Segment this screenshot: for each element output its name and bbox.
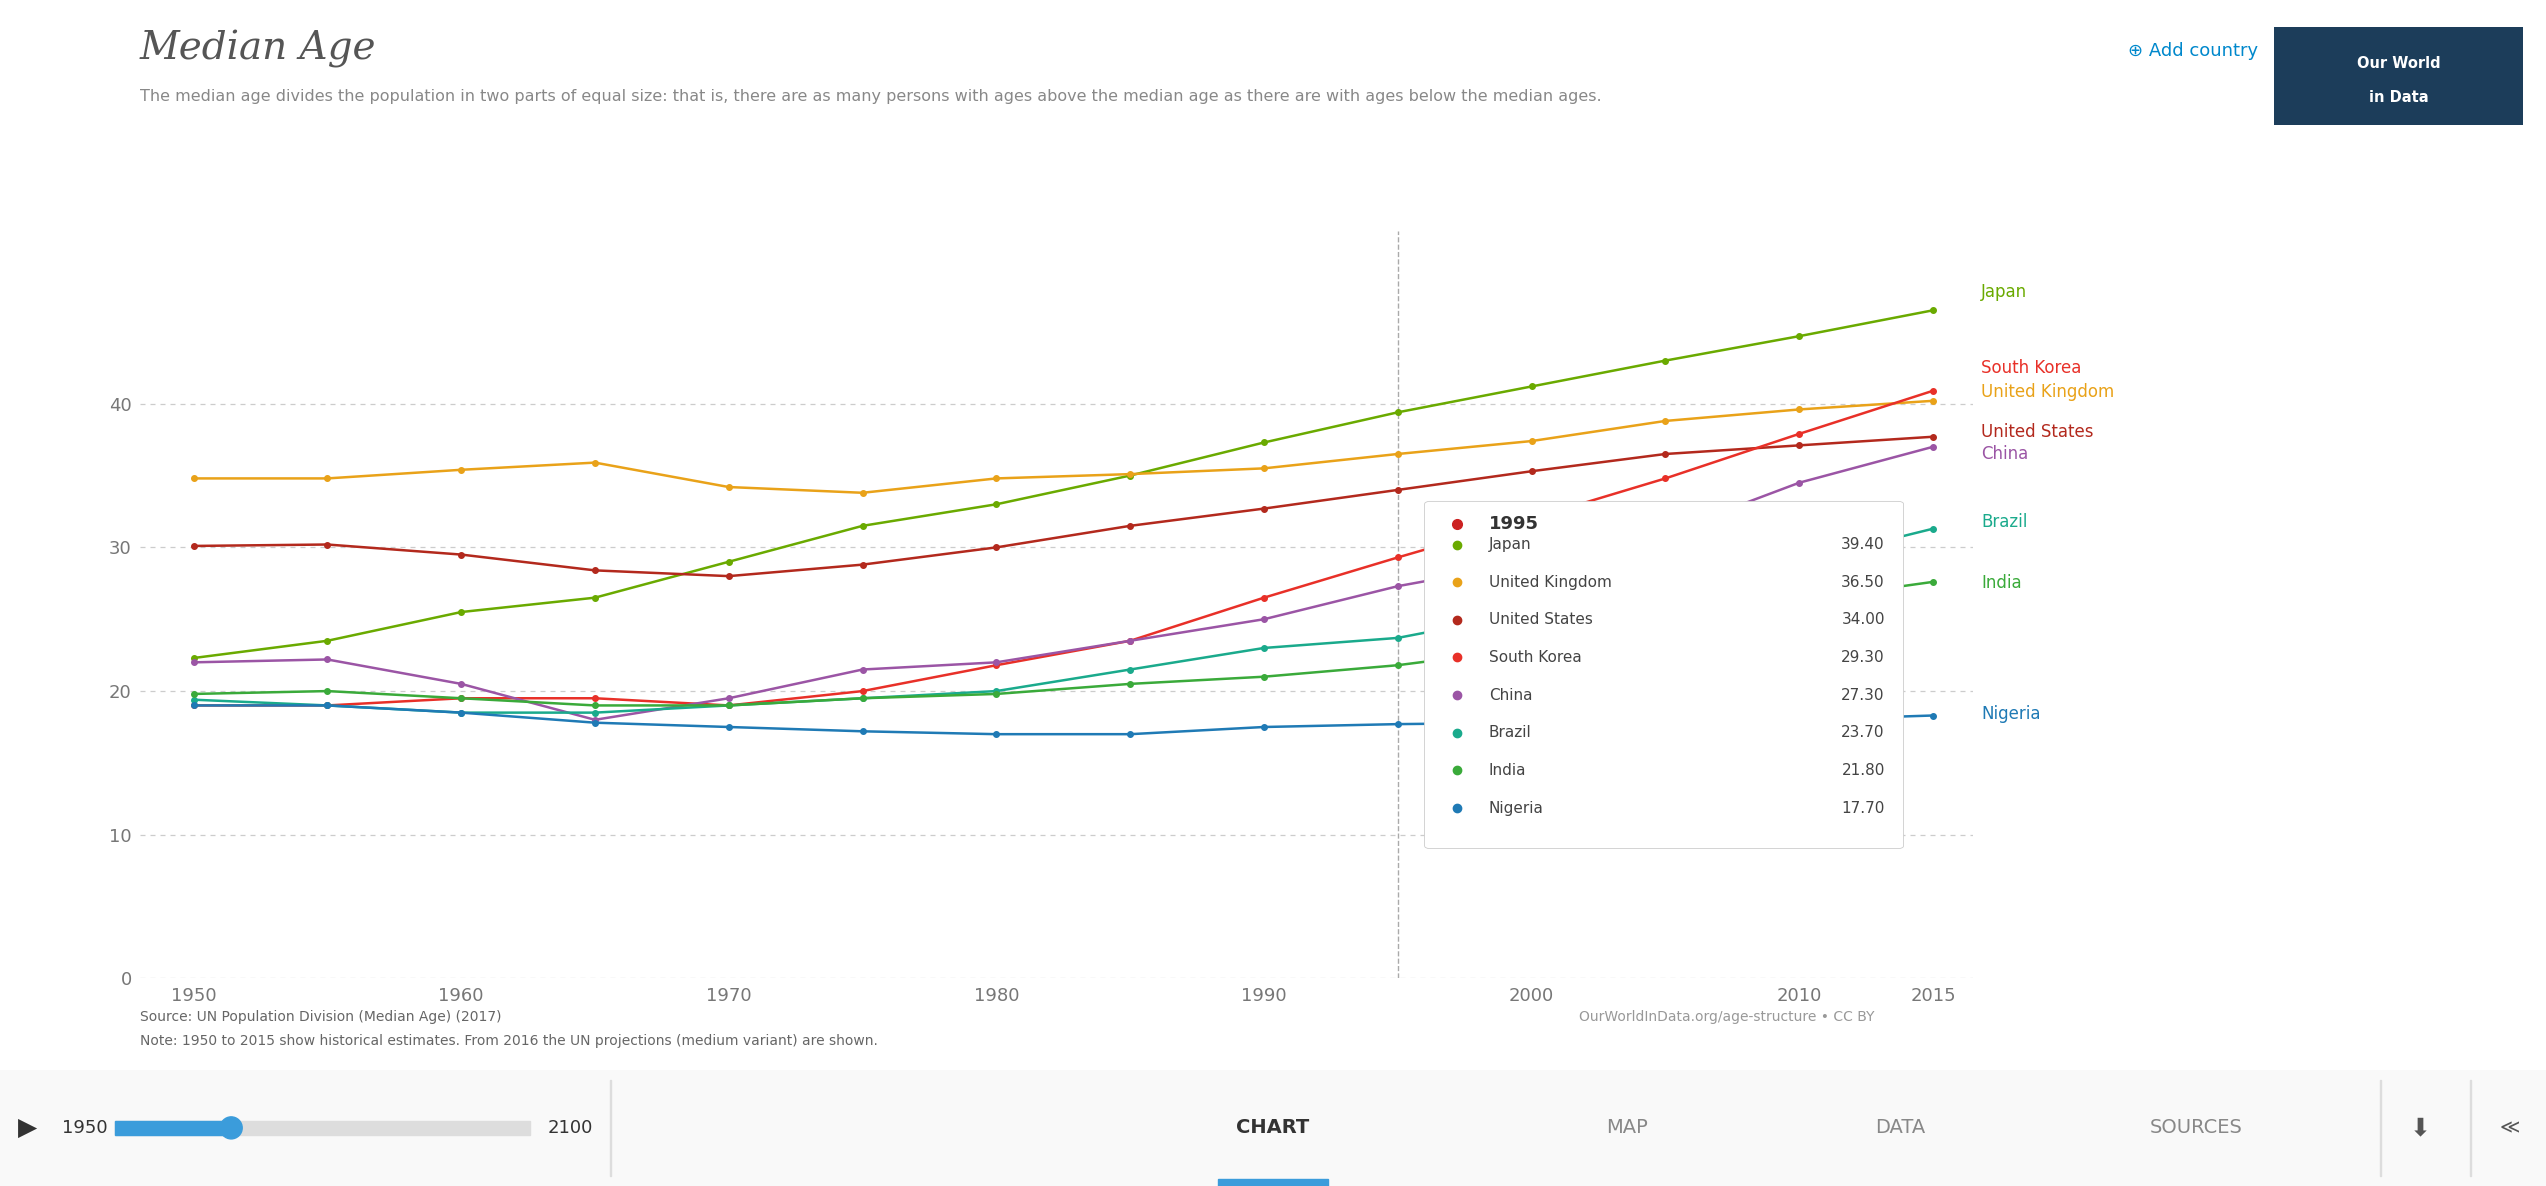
Text: Japan: Japan: [1489, 537, 1530, 551]
Text: ▶: ▶: [18, 1116, 38, 1140]
Text: India: India: [1489, 763, 1525, 778]
Text: ⊕ Add country: ⊕ Add country: [2128, 42, 2258, 59]
Text: United Kingdom: United Kingdom: [1981, 383, 2113, 401]
Text: United Kingdom: United Kingdom: [1489, 575, 1612, 589]
Bar: [1217, 1179, 1329, 1186]
Text: CHART: CHART: [1237, 1118, 1309, 1137]
Text: 1995: 1995: [1489, 515, 1538, 533]
Text: SOURCES: SOURCES: [2149, 1118, 2243, 1137]
Text: China: China: [1981, 445, 2029, 463]
Text: 27.30: 27.30: [1841, 688, 1884, 702]
Text: Nigeria: Nigeria: [1489, 801, 1543, 816]
Text: 17.70: 17.70: [1841, 801, 1884, 816]
Text: South Korea: South Korea: [1489, 650, 1581, 665]
Text: OurWorldInData.org/age-structure • CC BY: OurWorldInData.org/age-structure • CC BY: [1579, 1010, 1874, 1025]
Text: The median age divides the population in two parts of equal size: that is, there: The median age divides the population in…: [140, 89, 1601, 104]
Text: United States: United States: [1489, 612, 1594, 627]
Text: 21.80: 21.80: [1841, 763, 1884, 778]
Text: 36.50: 36.50: [1841, 575, 1884, 589]
Circle shape: [219, 1117, 242, 1139]
Text: ⬇: ⬇: [2409, 1116, 2431, 1140]
Text: Brazil: Brazil: [1981, 512, 2027, 530]
Text: 29.30: 29.30: [1841, 650, 1884, 665]
Text: Nigeria: Nigeria: [1981, 704, 2042, 723]
Text: South Korea: South Korea: [1981, 359, 2083, 377]
Text: Our World: Our World: [2358, 56, 2439, 71]
Text: Note: 1950 to 2015 show historical estimates. From 2016 the UN projections (medi: Note: 1950 to 2015 show historical estim…: [140, 1034, 878, 1048]
Text: Japan: Japan: [1981, 282, 2027, 300]
Text: 34.00: 34.00: [1841, 612, 1884, 627]
Text: DATA: DATA: [1874, 1118, 1925, 1137]
Bar: [115, 1121, 232, 1135]
Text: in Data: in Data: [2368, 90, 2429, 104]
FancyBboxPatch shape: [1426, 502, 1904, 848]
Bar: [115, 1121, 530, 1135]
Text: China: China: [1489, 688, 1533, 702]
Text: 39.40: 39.40: [1841, 537, 1884, 551]
Text: 23.70: 23.70: [1841, 726, 1884, 740]
Text: Brazil: Brazil: [1489, 726, 1533, 740]
Text: Median Age: Median Age: [140, 30, 377, 68]
Text: Source: UN Population Division (Median Age) (2017): Source: UN Population Division (Median A…: [140, 1010, 502, 1025]
Text: United States: United States: [1981, 423, 2093, 441]
Text: MAP: MAP: [1607, 1118, 1647, 1137]
Text: 1950: 1950: [61, 1118, 107, 1137]
Text: ≪: ≪: [2500, 1118, 2521, 1137]
Text: India: India: [1981, 574, 2022, 592]
Text: 2100: 2100: [547, 1118, 593, 1137]
